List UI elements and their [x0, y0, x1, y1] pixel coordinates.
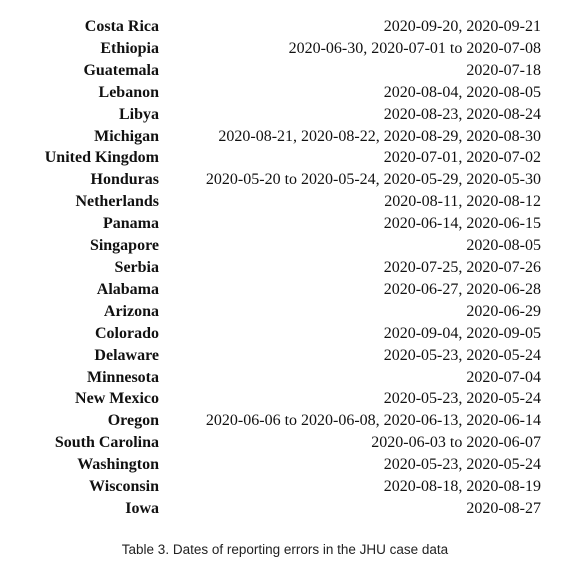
- place-name-cell: United Kingdom: [44, 149, 159, 167]
- error-dates-cell: 2020-08-11, 2020-08-12: [384, 193, 541, 211]
- error-dates-cell: 2020-07-25, 2020-07-26: [383, 258, 541, 276]
- place-name-cell: Panama: [103, 215, 159, 233]
- table-row: United Kingdom 2020-07-01, 2020-07-02: [20, 147, 541, 169]
- place-name-cell: Netherlands: [75, 193, 159, 211]
- place-name-cell: Oregon: [107, 412, 159, 430]
- table-row: Panama 2020-06-14, 2020-06-15: [20, 213, 541, 235]
- error-dates-cell: 2020-06-30, 2020-07-01 to 2020-07-08: [288, 39, 541, 57]
- error-dates-cell: 2020-06-03 to 2020-06-07: [371, 434, 541, 452]
- table-row: Netherlands 2020-08-11, 2020-08-12: [20, 191, 541, 213]
- table-row: Colorado 2020-09-04, 2020-09-05: [20, 323, 541, 345]
- table-row: Honduras 2020-05-20 to 2020-05-24, 2020-0…: [20, 169, 541, 191]
- reporting-errors-table-container: Costa Rica 2020-09-20, 2020-09-21 Ethiopia…: [20, 16, 541, 520]
- place-name-cell: Honduras: [90, 171, 159, 189]
- place-name-cell: Michigan: [94, 127, 159, 145]
- error-dates-cell: 2020-05-23, 2020-05-24: [383, 390, 541, 408]
- place-name-cell: New Mexico: [75, 390, 159, 408]
- table-row: Delaware 2020-05-23, 2020-05-24: [20, 345, 541, 367]
- place-name-cell: Colorado: [95, 324, 159, 342]
- table-row: Alabama 2020-06-27, 2020-06-28: [20, 279, 541, 301]
- place-name-cell: Delaware: [94, 346, 159, 364]
- place-name-cell: Costa Rica: [84, 18, 159, 35]
- error-dates-cell: 2020-07-18: [466, 61, 541, 79]
- table-row: Michigan 2020-08-21, 2020-08-22, 2020-08-…: [20, 126, 541, 148]
- table-row: Costa Rica 2020-09-20, 2020-09-21: [20, 16, 541, 38]
- table-row: Serbia 2020-07-25, 2020-07-26: [20, 257, 541, 279]
- table-row: Lebanon 2020-08-04, 2020-08-05: [20, 82, 541, 104]
- table-row: Oregon 2020-06-06 to 2020-06-08, 2020-06-…: [20, 410, 541, 432]
- place-name-cell: Serbia: [114, 258, 159, 276]
- error-dates-cell: 2020-08-21, 2020-08-22, 2020-08-29, 2020…: [218, 127, 541, 145]
- error-dates-cell: 2020-09-20, 2020-09-21: [383, 18, 541, 35]
- error-dates-cell: 2020-08-04, 2020-08-05: [383, 83, 541, 101]
- error-dates-cell: 2020-09-04, 2020-09-05: [383, 324, 541, 342]
- table-row: Iowa 2020-08-27: [20, 498, 541, 520]
- table-row: Wisconsin 2020-08-18, 2020-08-19: [20, 476, 541, 498]
- table-body: Costa Rica 2020-09-20, 2020-09-21 Ethiopia…: [20, 16, 541, 520]
- place-name-cell: Ethiopia: [100, 39, 159, 57]
- error-dates-cell: 2020-05-23, 2020-05-24: [383, 346, 541, 364]
- place-name-cell: Guatemala: [83, 61, 159, 79]
- error-dates-cell: 2020-05-23, 2020-05-24: [383, 456, 541, 474]
- table-row: Singapore 2020-08-05: [20, 235, 541, 257]
- error-dates-cell: 2020-06-29: [466, 302, 541, 320]
- place-name-cell: Washington: [77, 456, 159, 474]
- table-row: Ethiopia 2020-06-30, 2020-07-01 to 2020-0…: [20, 38, 541, 60]
- place-name-cell: Arizona: [103, 302, 159, 320]
- table-row: New Mexico 2020-05-23, 2020-05-24: [20, 388, 541, 410]
- place-name-cell: South Carolina: [54, 434, 159, 452]
- table-row: Arizona 2020-06-29: [20, 301, 541, 323]
- error-dates-cell: 2020-07-04: [466, 368, 541, 386]
- error-dates-cell: 2020-07-01, 2020-07-02: [383, 149, 541, 167]
- table-row: Guatemala 2020-07-18: [20, 60, 541, 82]
- place-name-cell: Lebanon: [98, 83, 159, 101]
- table-caption: Table 3. Dates of reporting errors in th…: [121, 542, 449, 557]
- error-dates-cell: 2020-06-14, 2020-06-15: [383, 215, 541, 233]
- error-dates-cell: 2020-08-18, 2020-08-19: [383, 478, 541, 496]
- place-name-cell: Singapore: [89, 237, 159, 255]
- error-dates-cell: 2020-05-20 to 2020-05-24, 2020-05-29, 20…: [205, 171, 541, 189]
- error-dates-cell: 2020-06-06 to 2020-06-08, 2020-06-13, 20…: [205, 412, 541, 430]
- table-row: South Carolina 2020-06-03 to 2020-06-07: [20, 432, 541, 454]
- place-name-cell: Alabama: [96, 280, 159, 298]
- table-row: Minnesota 2020-07-04: [20, 367, 541, 389]
- place-name-cell: Minnesota: [87, 368, 159, 386]
- place-name-cell: Libya: [118, 105, 159, 123]
- error-dates-cell: 2020-08-23, 2020-08-24: [383, 105, 541, 123]
- place-name-cell: Wisconsin: [89, 478, 159, 496]
- error-dates-cell: 2020-08-05: [466, 237, 541, 255]
- table-row: Libya 2020-08-23, 2020-08-24: [20, 104, 541, 126]
- place-name-cell: Iowa: [125, 499, 159, 517]
- error-dates-cell: 2020-06-27, 2020-06-28: [383, 280, 541, 298]
- error-dates-cell: 2020-08-27: [466, 499, 541, 517]
- reporting-errors-table: Costa Rica 2020-09-20, 2020-09-21 Ethiopia…: [20, 16, 541, 520]
- table-row: Washington 2020-05-23, 2020-05-24: [20, 454, 541, 476]
